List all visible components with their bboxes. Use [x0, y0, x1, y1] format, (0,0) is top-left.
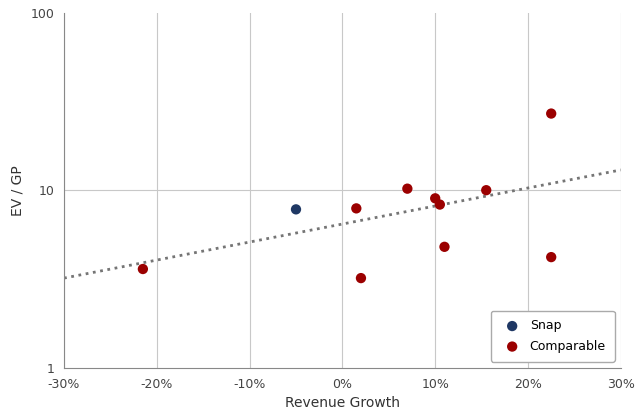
Comparable [546, 254, 556, 260]
Comparable [138, 266, 148, 273]
Comparable [439, 243, 449, 250]
Comparable [356, 275, 366, 281]
Comparable [546, 110, 556, 117]
Snap [291, 206, 301, 213]
Legend: Snap, Comparable: Snap, Comparable [491, 311, 614, 362]
Comparable [430, 195, 440, 201]
Comparable [351, 205, 362, 212]
Comparable [403, 185, 413, 192]
Comparable [435, 201, 445, 208]
Y-axis label: EV / GP: EV / GP [11, 165, 25, 216]
X-axis label: Revenue Growth: Revenue Growth [285, 396, 400, 410]
Comparable [481, 187, 492, 194]
